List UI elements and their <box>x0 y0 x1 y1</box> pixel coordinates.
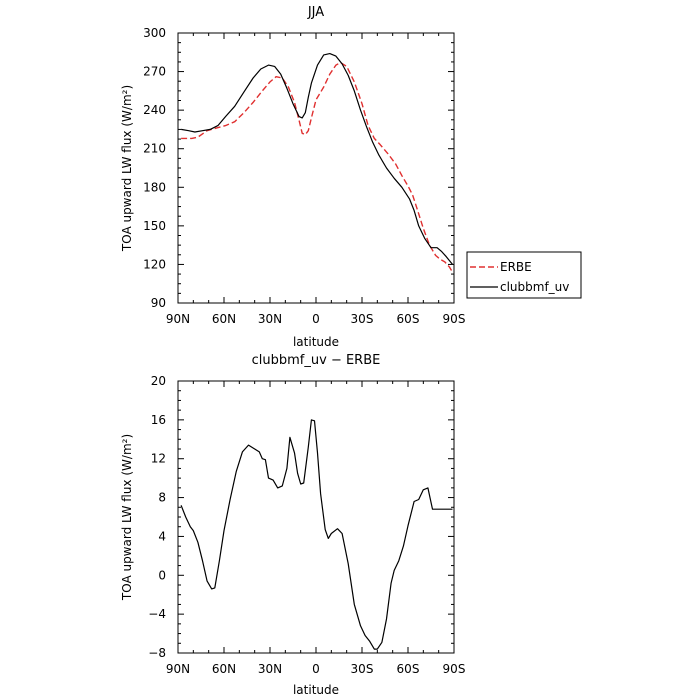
top-x-tick-label: 30N <box>258 312 282 326</box>
bottom-y-tick-label: −4 <box>148 607 166 621</box>
top-x-tick-label: 30S <box>351 312 374 326</box>
top-y-tick-label: 300 <box>143 26 166 40</box>
top-y-tick-label: 240 <box>143 103 166 117</box>
bottom-chart-title: clubbmf_uv − ERBE <box>252 353 381 368</box>
bottom-chart-y-axis-title: TOA upward LW flux (W/m²) <box>120 434 134 601</box>
top-y-tick-label: 210 <box>143 142 166 156</box>
legend-label-clubbmf-uv: clubbmf_uv <box>500 280 569 294</box>
bottom-chart-x-tick-labels: 90N 60N 30N 0 30S 60S 90S <box>166 662 466 676</box>
bottom-y-tick-label: 16 <box>151 413 166 427</box>
top-x-tick-label: 0 <box>312 312 320 326</box>
top-series-line-clubbmf-uv <box>180 52 453 265</box>
top-x-tick-label: 60N <box>212 312 236 326</box>
top-chart-ticks <box>177 32 455 304</box>
top-x-tick-label: 60S <box>397 312 420 326</box>
bottom-chart-frame <box>177 380 455 654</box>
bottom-x-tick-label: 60S <box>397 662 420 676</box>
top-chart-x-axis-title: latitude <box>293 335 339 349</box>
bottom-y-tick-label: 20 <box>151 374 166 388</box>
bottom-series-line-0 <box>180 419 453 650</box>
bottom-x-tick-label: 30S <box>351 662 374 676</box>
bottom-y-tick-label: −8 <box>148 646 166 660</box>
bottom-chart-y-tick-labels: −8 −4 0 4 8 12 16 20 <box>148 374 166 660</box>
top-chart-series <box>180 52 454 273</box>
bottom-x-tick-label: 60N <box>212 662 236 676</box>
bottom-x-tick-label: 30N <box>258 662 282 676</box>
top-chart-frame <box>177 32 455 304</box>
top-x-tick-label: 90N <box>166 312 190 326</box>
top-y-tick-label: 180 <box>143 180 166 194</box>
bottom-chart-series <box>180 419 453 650</box>
top-chart-y-tick-labels: 90 120 150 180 210 240 270 300 <box>143 26 166 310</box>
bottom-y-tick-label: 12 <box>151 452 166 466</box>
bottom-y-tick-label: 0 <box>158 568 166 582</box>
top-chart-panel: JJA 90N 60N 30N 0 30S 60S 90S 90 120 150 180 210 24… <box>120 5 465 349</box>
bottom-x-tick-label: 90S <box>443 662 466 676</box>
legend-box <box>466 251 582 299</box>
top-chart-x-tick-labels: 90N 60N 30N 0 30S 60S 90S <box>166 312 466 326</box>
top-y-tick-label: 90 <box>151 296 166 310</box>
top-x-tick-label: 90S <box>443 312 466 326</box>
top-y-tick-label: 150 <box>143 219 166 233</box>
legend: ERBE clubbmf_uv <box>466 251 582 299</box>
bottom-chart-ticks <box>177 380 455 654</box>
bottom-chart-x-axis-title: latitude <box>293 683 339 697</box>
bottom-y-tick-label: 8 <box>158 491 166 505</box>
top-chart-title: JJA <box>307 5 324 20</box>
top-y-tick-label: 120 <box>143 257 166 271</box>
bottom-y-tick-label: 4 <box>158 529 166 543</box>
bottom-x-tick-label: 90N <box>166 662 190 676</box>
top-series-line-erbe <box>181 61 454 273</box>
top-chart-y-axis-title: TOA upward LW flux (W/m²) <box>120 85 134 252</box>
legend-label-erbe: ERBE <box>500 260 532 274</box>
top-y-tick-label: 270 <box>143 65 166 79</box>
bottom-x-tick-label: 0 <box>312 662 320 676</box>
bottom-chart-panel: clubbmf_uv − ERBE 90N 60N 30N 0 30S 60S 90S −8… <box>120 353 465 697</box>
